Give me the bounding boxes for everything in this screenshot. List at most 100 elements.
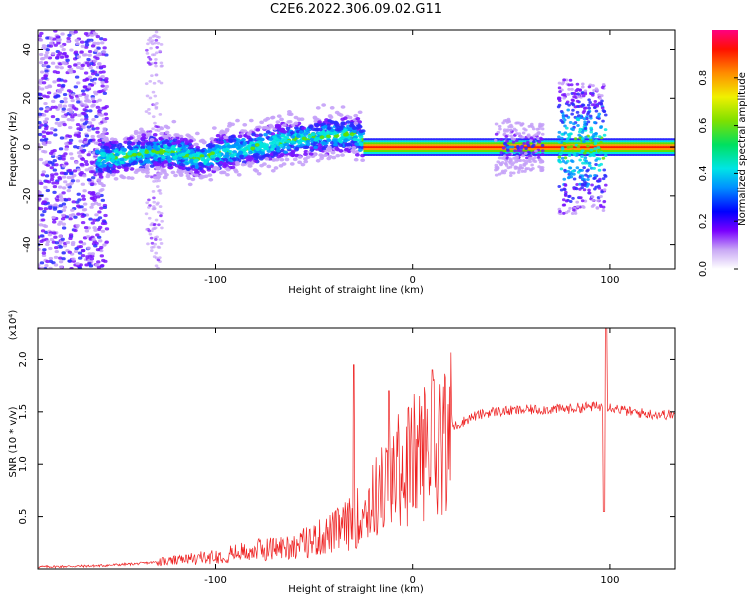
spectrogram-cell [409,153,412,156]
spectrogram-cell [557,149,560,152]
spectrogram-cell [62,51,67,56]
spectrogram-cell [557,185,562,189]
spectrogram-cell [161,155,166,160]
spectrogram-cell [519,144,522,147]
spectrogram-cell [399,146,402,149]
spectrogram-cell [505,151,508,154]
spectrogram-cell [320,140,326,145]
spectrogram-cell [560,149,563,152]
spectrogram-cell [393,153,396,156]
spectrogram-cell [38,247,41,251]
spectrogram-cell [88,66,93,70]
spectrogram-cell [385,138,388,141]
spectrogram-cell [231,138,237,143]
spectrogram-cell [44,69,49,73]
spectrogram-cell [104,142,110,146]
spectrogram-cell [92,226,97,230]
spectrogram-cell [374,138,377,141]
spectrogram-cell [672,153,675,156]
spectrogram-cell [454,148,458,151]
spectrogram-cell [458,144,461,147]
spectrogram-cell [609,151,612,154]
spectrogram-cell [172,138,178,143]
spectrogram-cell [383,146,387,149]
spectrogram-cell [368,146,371,149]
spectrogram-cell [656,138,660,141]
spectrogram-cell [157,179,161,183]
spectrogram-cell [475,142,478,145]
spectrogram-cell [547,151,551,154]
spectrogram-cell [554,142,557,145]
spectrogram-cell [566,176,571,180]
spectrogram-cell [461,149,464,152]
spectrogram-cell [601,144,604,147]
spectrogram-cell [625,138,628,141]
spectrogram-cell [89,196,95,200]
spectrogram-cell [539,136,543,140]
spectrogram-cell [536,144,540,147]
spectrogram-cell [552,140,556,143]
spectrogram-cell [465,149,469,152]
spectrogram-cell [669,140,672,143]
spectrogram-cell [497,140,500,143]
spectrogram-cell [417,138,420,141]
spectrogram-cell [415,144,418,147]
spectrogram-cell [451,146,455,149]
spectrogram-cell [279,128,285,133]
spectrogram-cell [625,140,628,143]
spectrogram-cell [478,148,481,151]
spectrogram-cell [450,151,453,154]
spectrogram-cell [562,138,565,141]
spectrogram-cell [606,142,609,145]
spectrogram-cell [152,205,156,208]
spectrogram-cell [518,153,521,156]
spectrogram-cell [279,157,285,162]
spectrogram-cell [126,176,132,180]
spectrogram-cell [461,140,464,143]
spectrogram-cell [526,144,531,148]
spectrogram-cell [606,138,609,141]
spectrogram-cell [442,146,445,149]
spectrogram-cell [525,156,529,160]
spectrogram-cell [345,120,351,124]
spectrogram-cell [148,96,153,100]
spectrogram-cell [200,149,205,153]
spectrogram-cell [508,148,511,151]
spectrogram-cell [637,146,641,149]
spectrogram-cell [144,167,149,172]
spectrogram-cell [451,149,455,152]
spectrogram-cell [55,55,60,60]
spectrogram-cell [516,138,519,141]
spectrogram-cell [101,134,106,139]
spectrogram-cell [412,142,415,145]
spectrogram-cell [394,149,398,152]
spectrogram-cell [570,87,574,91]
spectrogram-cell [578,158,582,162]
spectrogram-cell [104,84,110,89]
spectrogram-cell [372,138,376,141]
spectrogram-cell [248,118,254,123]
spectrogram-cell [100,75,105,79]
spectrogram-cell [417,140,420,143]
spectrogram-cell [499,146,502,149]
spectrogram-cell [489,149,492,152]
spectrogram-cell [68,152,74,156]
spectrogram-cell [493,138,498,142]
spectrogram-cell [92,41,97,45]
spectrogram-cell [100,145,106,149]
spectrogram-cell [331,155,337,160]
spectrogram-cell [78,146,84,150]
spectrogram-cell [623,153,627,156]
spectrogram-cell [563,156,568,160]
spectrogram-cell [524,147,528,151]
spectrogram-cell [96,46,101,50]
spectrogram-cell [671,149,674,152]
spectrogram-cell [387,151,390,154]
spectrogram-cell [159,81,164,85]
spectrogram-cell [603,151,606,154]
spectrogram-cell [549,140,552,143]
spectrogram-cell [645,148,649,151]
spectrogram-cell [351,146,357,150]
spectrogram-cell [458,138,461,141]
spectrogram-cell [509,134,514,138]
